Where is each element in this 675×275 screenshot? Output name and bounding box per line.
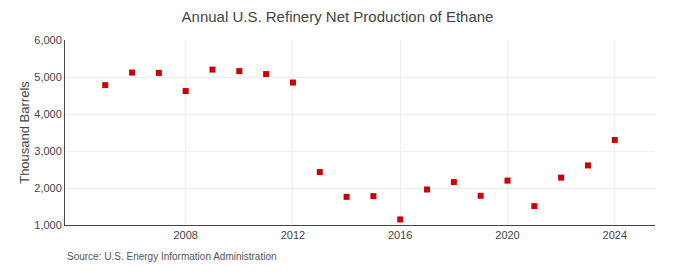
svg-text:2020: 2020: [495, 229, 519, 241]
svg-text:Source: U.S. Energy Informatio: Source: U.S. Energy Information Administ…: [67, 251, 277, 262]
svg-text:2016: 2016: [388, 229, 412, 241]
svg-text:Thousand Barrels: Thousand Barrels: [17, 81, 32, 184]
svg-text:Annual U.S. Refinery Net Produ: Annual U.S. Refinery Net Production of E…: [182, 8, 494, 25]
svg-text:6,000: 6,000: [34, 34, 62, 46]
svg-text:2008: 2008: [173, 229, 197, 241]
svg-text:2,000: 2,000: [34, 182, 62, 194]
svg-text:5,000: 5,000: [34, 71, 62, 83]
svg-text:3,000: 3,000: [34, 145, 62, 157]
svg-text:4,000: 4,000: [34, 108, 62, 120]
svg-text:2024: 2024: [603, 229, 627, 241]
svg-text:1,000: 1,000: [34, 219, 62, 231]
svg-text:2012: 2012: [281, 229, 305, 241]
